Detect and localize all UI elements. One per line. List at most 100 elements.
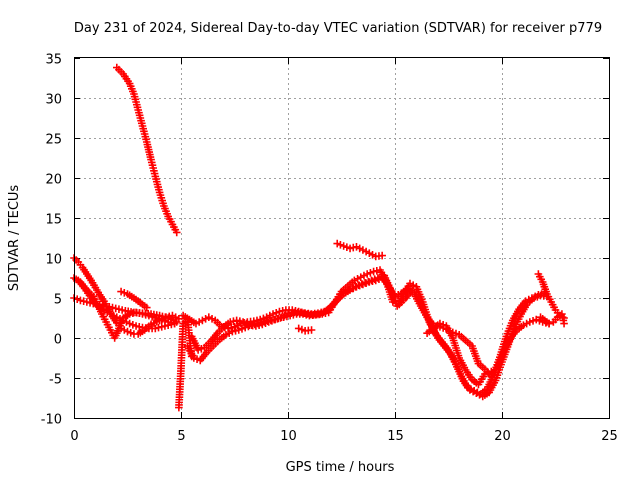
y-tick-label: -10 — [41, 413, 62, 428]
data-point — [79, 297, 88, 305]
data-point — [522, 319, 531, 328]
data-point — [373, 267, 381, 275]
data-point — [298, 325, 306, 334]
data-point — [531, 292, 539, 301]
data-point — [261, 319, 270, 327]
data-point — [207, 344, 215, 352]
data-point — [127, 292, 136, 301]
data-point — [100, 315, 109, 324]
data-point — [409, 281, 417, 289]
data-point — [349, 243, 358, 252]
data-point — [336, 241, 345, 249]
data-point — [481, 387, 489, 395]
x-tick-label: 5 — [177, 429, 185, 444]
data-point — [135, 323, 144, 331]
data-point — [459, 334, 468, 343]
data-point — [300, 309, 308, 317]
data-point — [85, 291, 94, 300]
plot-frame — [74, 57, 610, 419]
data-point — [366, 269, 375, 277]
data-point — [220, 332, 228, 341]
y-tick-label: 10 — [45, 253, 62, 268]
data-point — [351, 283, 360, 291]
data-point — [246, 317, 255, 326]
data-point — [339, 242, 348, 250]
series-trace-h — [187, 271, 549, 398]
data-point — [287, 309, 296, 317]
data-point — [443, 344, 451, 352]
data-point — [339, 289, 348, 298]
data-point — [231, 327, 240, 335]
data-point — [238, 325, 246, 333]
data-point — [144, 309, 152, 318]
data-point — [193, 355, 201, 363]
data-point — [460, 363, 469, 372]
data-point — [358, 280, 366, 288]
data-point — [98, 305, 106, 313]
data-point — [188, 351, 197, 360]
data-point — [517, 323, 526, 331]
data-point — [343, 243, 351, 251]
data-point — [158, 312, 167, 321]
data-point — [398, 292, 407, 301]
data-point — [487, 367, 496, 376]
data-point — [103, 308, 111, 317]
y-tick-label: 35 — [45, 53, 62, 68]
data-point — [501, 335, 510, 343]
y-axis-label: SDTVAR / TECUs — [7, 185, 22, 292]
y-tick-label: 5 — [54, 293, 62, 308]
series-outliers — [175, 315, 196, 412]
data-point — [532, 315, 541, 324]
grid — [74, 58, 609, 418]
data-point — [163, 210, 171, 218]
y-tick-label: 25 — [45, 133, 62, 148]
data-point — [201, 350, 209, 359]
data-point — [520, 299, 528, 307]
data-point — [280, 311, 289, 320]
data-point — [167, 217, 175, 226]
data-point — [217, 325, 226, 333]
data-point — [81, 268, 90, 276]
data-point — [348, 278, 356, 287]
data-point — [118, 306, 126, 314]
data-point — [447, 331, 456, 340]
data-point — [454, 351, 463, 360]
data-point — [76, 296, 85, 305]
series-high-trace — [113, 63, 181, 237]
data-point — [232, 316, 241, 325]
data-point — [179, 322, 187, 331]
chart-title: Day 231 of 2024, Sidereal Day-to-day VTE… — [74, 21, 602, 36]
data-point — [360, 271, 368, 280]
data-point — [236, 317, 244, 325]
data-point — [355, 244, 364, 253]
data-point — [224, 319, 232, 328]
data-point — [122, 318, 131, 326]
data-point — [439, 321, 447, 329]
data-point — [253, 316, 261, 325]
data-point — [85, 274, 94, 283]
data-point — [542, 287, 550, 296]
data-point — [436, 336, 445, 344]
series-trace-k — [423, 319, 496, 389]
data-point — [377, 273, 385, 281]
data-point — [319, 308, 328, 317]
data-point — [272, 309, 281, 317]
data-point — [152, 311, 161, 319]
data-point — [213, 337, 222, 346]
x-tick-label: 15 — [387, 429, 404, 444]
data-point — [120, 289, 129, 297]
data-point — [225, 329, 233, 337]
data-point — [364, 277, 373, 286]
series-trace-m — [536, 310, 568, 328]
y-tick-label: 15 — [45, 213, 62, 228]
data-point — [266, 311, 274, 320]
data-point — [137, 119, 146, 128]
data-point — [242, 319, 251, 328]
data-point — [427, 326, 436, 334]
y-tick-label: -5 — [49, 373, 62, 388]
data-point — [76, 261, 85, 269]
data-point — [167, 320, 176, 329]
data-point — [488, 373, 497, 381]
data-point — [148, 324, 156, 333]
data-point — [484, 369, 492, 377]
